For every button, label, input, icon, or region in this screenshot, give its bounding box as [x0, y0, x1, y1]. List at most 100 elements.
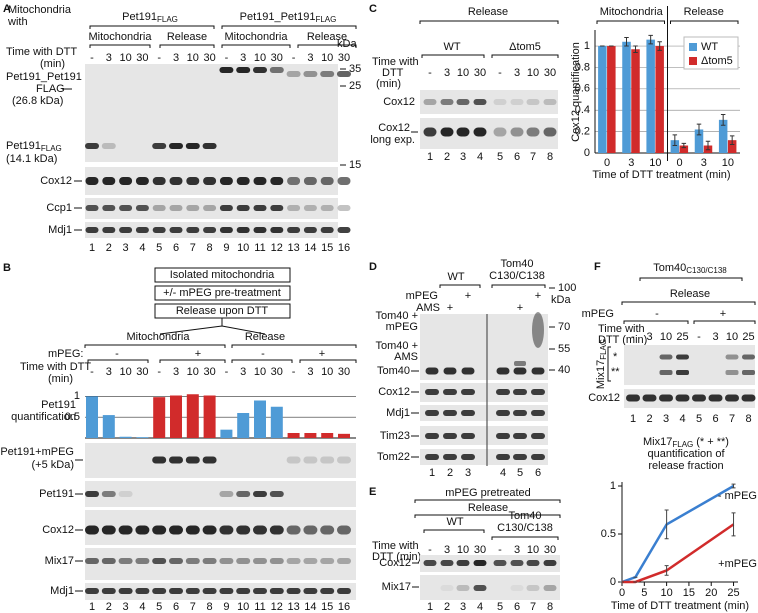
lane-number: 3 [123, 242, 129, 254]
label: Pet191FLAG [6, 140, 62, 153]
blot-band [253, 588, 267, 594]
blot-band [473, 585, 487, 591]
label: + [195, 348, 201, 360]
blot-band [135, 227, 149, 233]
time-label: 30 [474, 544, 486, 556]
lane-number: 4 [477, 151, 483, 163]
blot-band [320, 177, 334, 185]
blot-band [169, 143, 183, 149]
blot-band [236, 227, 250, 233]
x-tick-label: 25 [727, 587, 739, 599]
blot-band [236, 491, 251, 497]
bar [102, 415, 115, 438]
blot-band [269, 558, 284, 564]
x-tick-label: 10 [722, 157, 734, 169]
bar [237, 413, 250, 438]
label: Release [307, 31, 347, 43]
time-label: 25 [742, 331, 754, 343]
time-label: 3 [307, 52, 313, 64]
lane-number: 7 [530, 601, 536, 613]
line [622, 523, 735, 584]
bar [727, 140, 737, 153]
lane-number: 11 [254, 242, 265, 254]
time-label: 3 [106, 52, 112, 64]
label: Pet191FLAG [122, 11, 178, 24]
blot-band [531, 410, 545, 416]
blot [624, 345, 755, 385]
lane-number: 4 [139, 242, 145, 254]
blot-band [513, 454, 527, 460]
label: Cox12 [588, 392, 620, 404]
series-label: +mPEG [718, 558, 757, 570]
label: Cox12 [383, 96, 415, 108]
label: AMS [416, 302, 440, 314]
blot-band [526, 560, 540, 566]
label: 70 [558, 321, 570, 333]
x-axis-label: Time of DTT treatment (min) [611, 600, 749, 612]
blot [420, 405, 548, 421]
blot-band [85, 227, 99, 233]
blot-band [85, 177, 99, 185]
blot-band [675, 394, 690, 402]
label-main: Tom40 [653, 262, 686, 274]
label: Release [245, 331, 285, 343]
blot-band [741, 394, 756, 402]
label: Tom22 [377, 451, 410, 463]
bar [186, 394, 199, 438]
label: Mitochondria [89, 31, 153, 43]
time-label: 30 [203, 366, 215, 378]
lane-number: 2 [646, 413, 652, 425]
blot-band [287, 205, 301, 211]
series-label: - mPEG [718, 490, 757, 502]
label: mPEG pretreated [445, 487, 531, 499]
error-bar [681, 142, 687, 149]
y-axis-label: Pet191 [41, 399, 76, 411]
x-tick-label: 10 [649, 157, 661, 169]
time-label: 3 [712, 331, 718, 343]
blot-band [119, 205, 133, 211]
blot-band [169, 177, 183, 185]
lane-number: 6 [173, 601, 179, 613]
blot-band [270, 177, 284, 185]
label: WT [447, 271, 464, 283]
lane-number: 14 [304, 601, 316, 613]
blot-band [152, 227, 166, 233]
bracket [299, 359, 357, 363]
blot-band [253, 177, 267, 185]
blot-band [473, 560, 487, 566]
blot-band [169, 525, 183, 535]
lane-number: 1 [427, 151, 433, 163]
blot-band [526, 99, 540, 105]
lane-number: 8 [547, 151, 553, 163]
lane-number: 7 [530, 151, 536, 163]
bar [153, 397, 166, 438]
blot-band [287, 227, 301, 233]
label: Time with DTT [20, 361, 91, 373]
blot-band [269, 67, 284, 73]
blot-band [320, 525, 335, 535]
label: + [535, 290, 541, 302]
lane-number: 3 [465, 467, 471, 479]
lane-number: 5 [497, 601, 503, 613]
label-sub: FLAG [41, 144, 62, 153]
label: Ccp1 [46, 202, 72, 214]
label: mPEG [582, 308, 614, 320]
blot [624, 389, 755, 408]
lane-number: 1 [89, 242, 95, 254]
label-main: Pet191 [122, 11, 157, 23]
blot-band [510, 99, 524, 105]
bracket [89, 44, 151, 48]
blot-band [742, 370, 755, 375]
blot-band [456, 127, 470, 137]
label-sub: FLAG [599, 339, 608, 360]
blot-band [303, 205, 317, 211]
panel-label: D [369, 261, 377, 273]
arrow [159, 318, 266, 335]
blot-band [169, 205, 183, 211]
label: - [261, 348, 265, 360]
bar [136, 437, 149, 438]
blot-band [440, 127, 454, 137]
label: Mdj1 [386, 407, 410, 419]
label: C130/C138 [497, 522, 553, 534]
